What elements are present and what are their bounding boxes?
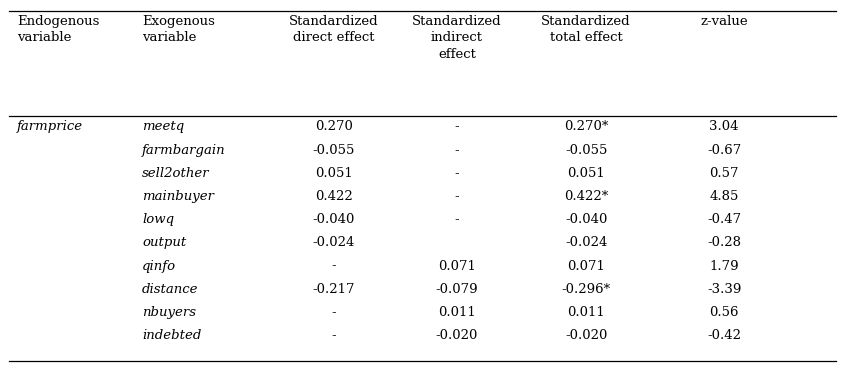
Text: Standardized
total effect: Standardized total effect <box>541 15 630 44</box>
Text: 0.011: 0.011 <box>437 306 475 319</box>
Text: indebted: indebted <box>142 329 201 342</box>
Text: nbuyers: nbuyers <box>142 306 196 319</box>
Text: -0.42: -0.42 <box>706 329 740 342</box>
Text: 0.57: 0.57 <box>709 167 738 180</box>
Text: -0.47: -0.47 <box>706 213 740 226</box>
Text: -: - <box>331 306 336 319</box>
Text: -3.39: -3.39 <box>706 283 740 296</box>
Text: -0.079: -0.079 <box>435 283 478 296</box>
Text: -: - <box>331 329 336 342</box>
Text: -0.020: -0.020 <box>435 329 478 342</box>
Text: farmbargain: farmbargain <box>142 144 226 157</box>
Text: Exogenous
variable: Exogenous variable <box>142 15 215 44</box>
Text: 0.071: 0.071 <box>437 259 475 273</box>
Text: Standardized
indirect
effect: Standardized indirect effect <box>412 15 501 61</box>
Text: 0.422*: 0.422* <box>563 190 608 203</box>
Text: -0.024: -0.024 <box>564 236 607 250</box>
Text: -0.055: -0.055 <box>564 144 607 157</box>
Text: -: - <box>454 120 459 134</box>
Text: farmprice: farmprice <box>17 120 84 134</box>
Text: Endogenous
variable: Endogenous variable <box>17 15 100 44</box>
Text: -: - <box>454 144 459 157</box>
Text: -0.024: -0.024 <box>313 236 355 250</box>
Text: -0.67: -0.67 <box>706 144 740 157</box>
Text: -0.040: -0.040 <box>564 213 607 226</box>
Text: -0.28: -0.28 <box>706 236 740 250</box>
Text: 3.04: 3.04 <box>709 120 738 134</box>
Text: -: - <box>454 213 459 226</box>
Text: meetq: meetq <box>142 120 184 134</box>
Text: 0.270*: 0.270* <box>563 120 608 134</box>
Text: output: output <box>142 236 186 250</box>
Text: sell2other: sell2other <box>142 167 209 180</box>
Text: Standardized
direct effect: Standardized direct effect <box>289 15 378 44</box>
Text: 0.422: 0.422 <box>315 190 352 203</box>
Text: 0.071: 0.071 <box>567 259 604 273</box>
Text: -0.217: -0.217 <box>313 283 355 296</box>
Text: distance: distance <box>142 283 199 296</box>
Text: z-value: z-value <box>699 15 747 28</box>
Text: mainbuyer: mainbuyer <box>142 190 214 203</box>
Text: -: - <box>454 167 459 180</box>
Text: -0.020: -0.020 <box>564 329 607 342</box>
Text: 0.56: 0.56 <box>709 306 738 319</box>
Text: -: - <box>454 190 459 203</box>
Text: -0.296*: -0.296* <box>561 283 610 296</box>
Text: 4.85: 4.85 <box>709 190 738 203</box>
Text: 1.79: 1.79 <box>709 259 738 273</box>
Text: 0.051: 0.051 <box>315 167 352 180</box>
Text: 0.011: 0.011 <box>567 306 604 319</box>
Text: qinfo: qinfo <box>142 259 177 273</box>
Text: lowq: lowq <box>142 213 174 226</box>
Text: -0.055: -0.055 <box>313 144 355 157</box>
Text: -0.040: -0.040 <box>313 213 355 226</box>
Text: 0.051: 0.051 <box>567 167 604 180</box>
Text: 0.270: 0.270 <box>315 120 352 134</box>
Text: -: - <box>331 259 336 273</box>
